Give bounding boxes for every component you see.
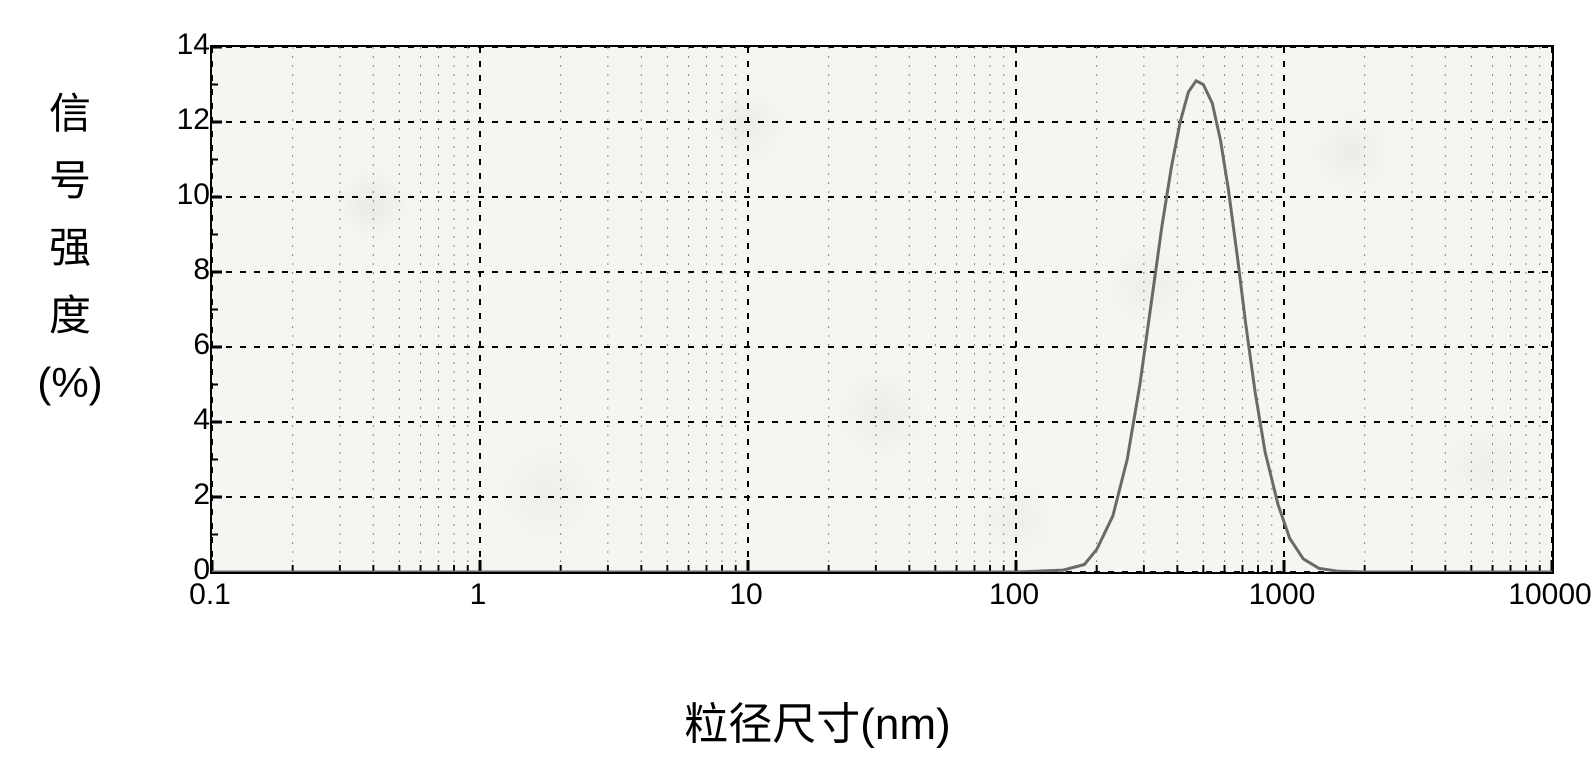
y-tick-label: 12 xyxy=(155,103,210,137)
y-axis-label: 信 号 强 度 (%) xyxy=(20,80,120,416)
series-line xyxy=(212,81,1552,572)
y-label-char: 信 xyxy=(49,80,91,147)
chart-svg xyxy=(212,47,1552,572)
plot-area xyxy=(210,45,1554,574)
chart-container: 信 号 强 度 (%) 02468101214 0.11101001000100… xyxy=(20,20,1595,752)
y-label-char: 号 xyxy=(49,147,91,214)
y-tick-label: 4 xyxy=(155,403,210,437)
y-tick-label: 14 xyxy=(155,28,210,62)
x-tick-label: 1 xyxy=(470,578,487,612)
y-tick-label: 2 xyxy=(155,478,210,512)
y-tick-label: 8 xyxy=(155,253,210,287)
x-tick-label: 10 xyxy=(729,578,762,612)
y-tick-label: 6 xyxy=(155,328,210,362)
x-axis-label: 粒径尺寸(nm) xyxy=(684,688,950,752)
plot-wrapper: 02468101214 0.1110100100010000 xyxy=(140,30,1560,620)
y-label-char: 强 xyxy=(49,214,91,281)
x-tick-label: 1000 xyxy=(1249,578,1316,612)
x-tick-label: 100 xyxy=(989,578,1039,612)
x-tick-label: 0.1 xyxy=(189,578,231,612)
x-tick-label: 10000 xyxy=(1508,578,1591,612)
y-label-unit: (%) xyxy=(37,349,102,416)
y-tick-label: 10 xyxy=(155,178,210,212)
y-label-char: 度 xyxy=(49,282,91,349)
